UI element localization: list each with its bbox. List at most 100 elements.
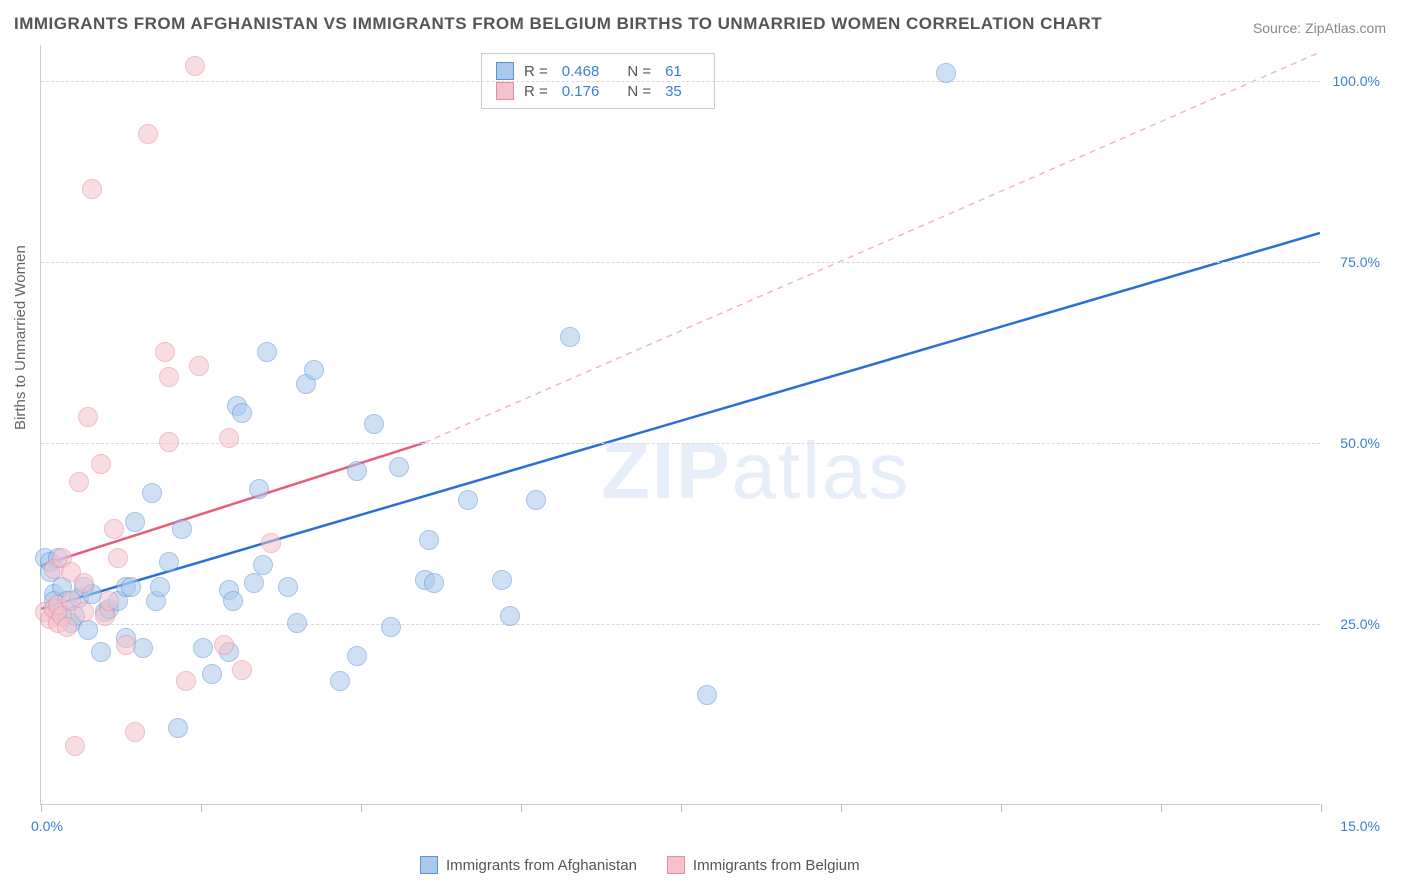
data-point (560, 327, 580, 347)
x-tick (1161, 804, 1162, 812)
data-point (232, 403, 252, 423)
n-label: N = (627, 83, 651, 100)
data-point (168, 718, 188, 738)
x-max-label: 15.0% (1340, 818, 1380, 834)
r-value-belgium: 0.176 (562, 83, 600, 100)
data-point (185, 56, 205, 76)
gridline (41, 81, 1320, 82)
legend-row-belgium: R = 0.176 N = 35 (496, 82, 700, 100)
watermark-bold: ZIP (601, 426, 731, 515)
data-point (214, 635, 234, 655)
gridline (41, 262, 1320, 263)
data-point (176, 671, 196, 691)
data-point (57, 617, 77, 637)
watermark-rest: atlas (731, 426, 910, 515)
data-point (91, 642, 111, 662)
series-name-belgium: Immigrants from Belgium (693, 857, 860, 874)
data-point (257, 342, 277, 362)
y-tick-label: 50.0% (1340, 435, 1380, 451)
data-point (381, 617, 401, 637)
n-value-afghanistan: 61 (665, 63, 682, 80)
watermark: ZIPatlas (601, 425, 910, 517)
x-tick (201, 804, 202, 812)
data-point (91, 454, 111, 474)
trend-line (425, 52, 1320, 442)
data-point (104, 519, 124, 539)
n-value-belgium: 35 (665, 83, 682, 100)
r-label: R = (524, 83, 548, 100)
data-point (304, 360, 324, 380)
source-label: Source: (1253, 20, 1301, 36)
n-label: N = (627, 63, 651, 80)
data-point (202, 664, 222, 684)
data-point (253, 555, 273, 575)
data-point (138, 124, 158, 144)
series-legend: Immigrants from Afghanistan Immigrants f… (420, 856, 860, 874)
data-point (65, 736, 85, 756)
x-tick (361, 804, 362, 812)
swatch-belgium (496, 82, 514, 100)
data-point (261, 533, 281, 553)
trend-line (41, 233, 1320, 609)
r-value-afghanistan: 0.468 (562, 63, 600, 80)
legend-item-belgium: Immigrants from Belgium (667, 856, 860, 874)
data-point (155, 342, 175, 362)
x-tick (1001, 804, 1002, 812)
x-tick (521, 804, 522, 812)
data-point (526, 490, 546, 510)
y-tick-label: 100.0% (1333, 73, 1380, 89)
data-point (108, 548, 128, 568)
data-point (116, 635, 136, 655)
data-point (244, 573, 264, 593)
data-point (219, 428, 239, 448)
x-tick (681, 804, 682, 812)
data-point (142, 483, 162, 503)
x-min-label: 0.0% (31, 818, 63, 834)
chart-container: IMMIGRANTS FROM AFGHANISTAN VS IMMIGRANT… (0, 0, 1406, 892)
y-axis-label: Births to Unmarried Women (12, 245, 29, 430)
data-point (78, 407, 98, 427)
legend-item-afghanistan: Immigrants from Afghanistan (420, 856, 637, 874)
data-point (419, 530, 439, 550)
x-tick (841, 804, 842, 812)
data-point (159, 552, 179, 572)
x-tick (1321, 804, 1322, 812)
data-point (125, 512, 145, 532)
data-point (347, 646, 367, 666)
chart-title: IMMIGRANTS FROM AFGHANISTAN VS IMMIGRANT… (14, 14, 1102, 34)
data-point (159, 367, 179, 387)
x-tick (41, 804, 42, 812)
data-point (82, 179, 102, 199)
data-point (330, 671, 350, 691)
legend-row-afghanistan: R = 0.468 N = 61 (496, 62, 700, 80)
data-point (223, 591, 243, 611)
data-point (389, 457, 409, 477)
data-point (249, 479, 269, 499)
data-point (364, 414, 384, 434)
data-point (492, 570, 512, 590)
data-point (69, 472, 89, 492)
data-point (697, 685, 717, 705)
data-point (172, 519, 192, 539)
y-tick-label: 75.0% (1340, 254, 1380, 270)
swatch-afghanistan-icon (420, 856, 438, 874)
data-point (99, 591, 119, 611)
data-point (936, 63, 956, 83)
data-point (232, 660, 252, 680)
data-point (78, 620, 98, 640)
data-point (125, 722, 145, 742)
data-point (458, 490, 478, 510)
swatch-belgium-icon (667, 856, 685, 874)
data-point (74, 602, 94, 622)
gridline (41, 624, 1320, 625)
data-point (278, 577, 298, 597)
data-point (150, 577, 170, 597)
data-point (74, 573, 94, 593)
data-point (193, 638, 213, 658)
swatch-afghanistan (496, 62, 514, 80)
data-point (287, 613, 307, 633)
source-credit: Source: ZipAtlas.com (1253, 20, 1386, 36)
data-point (189, 356, 209, 376)
data-point (133, 638, 153, 658)
data-point (121, 577, 141, 597)
